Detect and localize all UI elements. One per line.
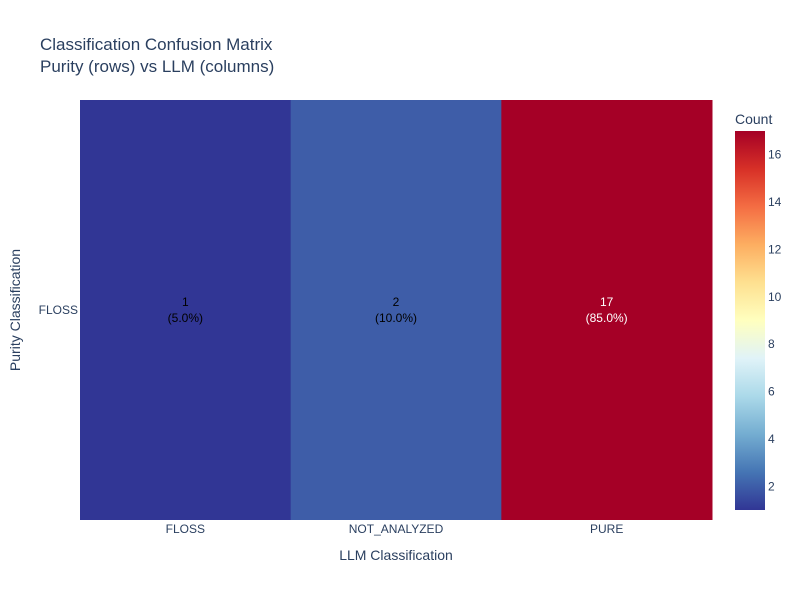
chart-title: Classification Confusion Matrix <box>40 35 273 54</box>
x-tick-label: PURE <box>590 522 623 536</box>
colorbar-tick-label: 16 <box>768 148 782 162</box>
heatmap-cell <box>290 100 502 520</box>
cell-percent-label: (85.0%) <box>586 311 628 325</box>
x-tick-label: FLOSS <box>166 522 205 536</box>
colorbar-tick-label: 4 <box>768 432 775 446</box>
colorbar-ticks: 2 4 6 8 10 12 14 16 <box>768 148 782 494</box>
colorbar-title: Count <box>735 111 772 127</box>
x-axis-label: LLM Classification <box>339 547 453 563</box>
colorbar-tick-label: 10 <box>768 290 782 304</box>
chart-subtitle: Purity (rows) vs LLM (columns) <box>40 57 274 76</box>
colorbar-tick-label: 2 <box>768 479 775 493</box>
colorbar-tick-label: 12 <box>768 242 782 256</box>
colorbar-tick-label: 6 <box>768 385 775 399</box>
cell-count-label: 17 <box>600 295 614 309</box>
colorbar-tick-label: 14 <box>768 195 782 209</box>
heatmap-cell <box>80 100 292 520</box>
cell-percent-label: (10.0%) <box>375 311 417 325</box>
x-tick-label: NOT_ANALYZED <box>349 522 444 536</box>
x-axis-ticks: FLOSS NOT_ANALYZED PURE <box>166 522 624 536</box>
cell-count-label: 1 <box>182 295 189 309</box>
heatmap-cells: 1 (5.0%) 2 (10.0%) 17 (85.0%) <box>80 100 713 520</box>
y-tick-label: FLOSS <box>39 303 78 317</box>
cell-count-label: 2 <box>393 295 400 309</box>
colorbar-tick-label: 8 <box>768 337 775 351</box>
heatmap-cell <box>501 100 713 520</box>
y-axis-ticks: FLOSS <box>39 303 78 317</box>
cell-percent-label: (5.0%) <box>168 311 203 325</box>
y-axis-label: Purity Classification <box>7 249 23 371</box>
colorbar: Count 2 4 6 8 10 12 14 16 <box>735 111 782 510</box>
colorbar-gradient <box>735 131 765 510</box>
